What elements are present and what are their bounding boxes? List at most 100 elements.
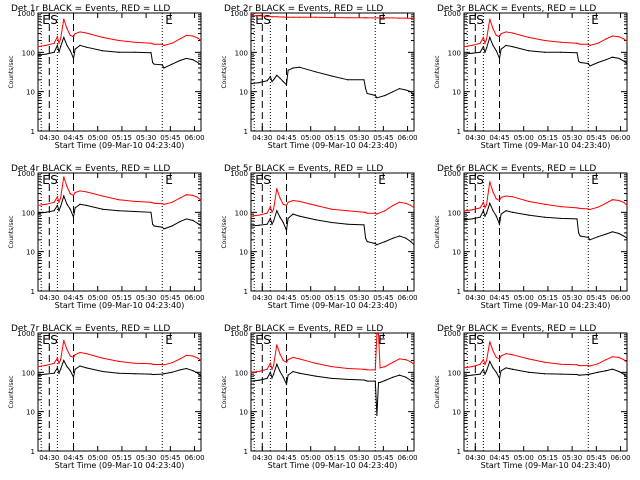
events-series-line xyxy=(250,66,415,99)
events-data-point xyxy=(597,371,599,373)
lld-data-point xyxy=(500,32,502,35)
events-data-point xyxy=(500,370,502,372)
y-axis-label: Counts/sec xyxy=(221,55,228,88)
events-data-point xyxy=(489,36,491,38)
lld-data-point xyxy=(392,204,394,207)
events-data-point xyxy=(577,232,580,234)
events-series-line xyxy=(250,209,415,246)
y-tick-label: 1000 xyxy=(230,170,248,178)
lld-data-point xyxy=(366,369,368,371)
lld-data-point xyxy=(163,44,165,47)
lld-data-point xyxy=(577,364,580,367)
x-tick-label: 05:15 xyxy=(112,134,132,142)
lld-data-point xyxy=(59,359,62,361)
events-data-point xyxy=(363,79,365,81)
events-data-point xyxy=(527,50,530,52)
x-axis-label: Start Time (09-Mar-10 04:23:40) xyxy=(481,301,611,310)
lld-data-point xyxy=(366,212,368,214)
events-data-point xyxy=(479,216,481,218)
lld-data-point xyxy=(150,42,152,44)
event-marker-label: S xyxy=(263,173,271,187)
events-series-line xyxy=(463,360,628,380)
events-data-point xyxy=(626,237,628,239)
lld-data-point xyxy=(498,36,501,38)
x-tick-label: 05:30 xyxy=(562,454,582,462)
event-marker-label: S xyxy=(50,333,58,347)
lld-data-point xyxy=(153,202,155,204)
lld-data-point xyxy=(272,16,275,18)
lld-data-point xyxy=(410,17,412,19)
events-data-point xyxy=(405,89,407,91)
events-data-point xyxy=(579,374,581,376)
events-data-point xyxy=(485,370,488,372)
events-data-point xyxy=(56,44,58,47)
lld-data-point xyxy=(560,363,562,365)
y-tick-label: 10 xyxy=(239,89,248,97)
events-data-point xyxy=(405,237,407,239)
lld-data-point xyxy=(161,363,163,366)
lld-data-point xyxy=(587,43,589,45)
events-data-point xyxy=(179,221,181,223)
lld-data-point xyxy=(471,365,473,368)
events-data-point xyxy=(282,376,284,378)
y-tick-label: 1000 xyxy=(443,330,461,338)
events-data-point xyxy=(161,226,163,228)
events-data-point xyxy=(484,51,486,53)
lld-data-point xyxy=(69,192,71,195)
lld-series-line xyxy=(37,340,202,368)
events-data-point xyxy=(579,61,581,64)
lld-data-point xyxy=(484,42,486,44)
lld-data-point xyxy=(484,207,486,209)
events-data-point xyxy=(292,370,294,373)
events-data-point xyxy=(366,380,368,382)
lld-data-point xyxy=(498,358,501,360)
events-data-point xyxy=(463,375,465,377)
lld-data-point xyxy=(153,43,155,45)
lld-data-point xyxy=(298,16,301,18)
lld-data-point xyxy=(118,199,120,201)
x-tick-label: 05:30 xyxy=(136,454,156,462)
x-axis-label: Start Time (09-Mar-10 04:23:40) xyxy=(55,141,185,150)
lld-data-point xyxy=(618,356,620,358)
lld-data-point xyxy=(266,212,268,214)
lld-data-point xyxy=(150,201,152,203)
lld-data-point xyxy=(489,341,491,343)
events-data-point xyxy=(151,61,154,64)
events-data-point xyxy=(377,381,380,384)
events-data-point xyxy=(479,51,481,53)
lld-data-point xyxy=(492,191,494,193)
events-data-point xyxy=(258,82,260,84)
lld-data-point xyxy=(489,181,491,183)
lld-data-point xyxy=(37,204,39,207)
x-tick-label: 04:30 xyxy=(39,294,59,302)
events-data-point xyxy=(527,371,530,373)
lld-data-point xyxy=(185,194,188,196)
lld-data-point xyxy=(577,43,580,45)
lld-data-point xyxy=(258,15,260,17)
x-axis-label: Start Time (09-Mar-10 04:23:40) xyxy=(481,141,611,150)
events-data-point xyxy=(471,52,473,54)
y-tick-label: 100 xyxy=(235,369,248,377)
lld-data-point xyxy=(101,36,104,38)
lld-data-point xyxy=(292,16,294,18)
events-data-point xyxy=(200,64,202,66)
events-data-point xyxy=(498,57,501,60)
x-tick-label: 05:00 xyxy=(88,294,108,302)
events-data-point xyxy=(134,210,136,213)
lld-data-point xyxy=(58,362,60,364)
events-data-point xyxy=(58,210,60,212)
events-data-point xyxy=(200,375,202,377)
x-tick-label: 05:00 xyxy=(88,134,108,142)
events-data-point xyxy=(544,51,546,53)
events-data-point xyxy=(298,66,301,68)
lld-data-point xyxy=(626,40,628,42)
events-data-point xyxy=(272,373,275,375)
panel-title: Det 8r BLACK = Events, RED = LLD xyxy=(224,324,383,334)
panel-title: Det 6r BLACK = Events, RED = LLD xyxy=(437,164,596,174)
events-data-point xyxy=(118,51,120,53)
lld-data-point xyxy=(392,17,394,19)
events-data-point xyxy=(492,210,494,212)
y-tick-label: 1 xyxy=(457,448,461,456)
lld-data-point xyxy=(72,194,75,196)
events-data-point xyxy=(59,45,62,48)
